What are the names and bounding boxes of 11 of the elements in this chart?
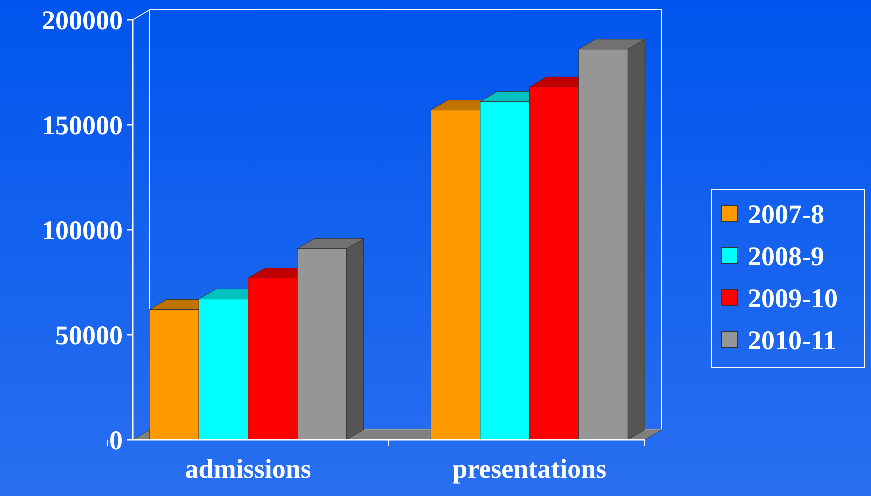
legend-label: 2009-10: [748, 283, 838, 314]
x-tick-label: presentations: [452, 454, 607, 484]
y-tick-label: 100000: [42, 215, 123, 246]
y-tick-label: 200000: [42, 5, 123, 36]
x-tick-label: admissions: [185, 454, 312, 484]
y-tick-label: 0: [110, 425, 123, 456]
y-tick-label: 150000: [42, 110, 123, 140]
legend-label: 2010-11: [748, 325, 837, 356]
legend-label: 2007-8: [748, 199, 824, 230]
y-tick-label: 50000: [56, 320, 123, 350]
legend-label: 2008-9: [748, 241, 824, 272]
